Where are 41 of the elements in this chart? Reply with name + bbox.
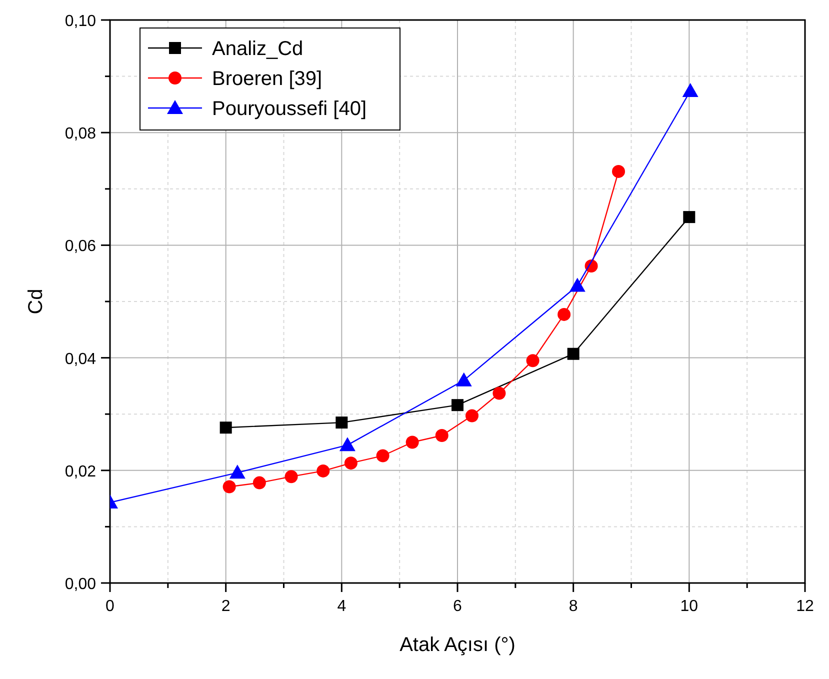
y-tick-label: 0,02 [64, 463, 96, 480]
point [336, 416, 348, 429]
point [456, 372, 472, 386]
point [229, 464, 246, 479]
legend-label: Broeren [39] [212, 68, 322, 90]
x-tick-label: 12 [796, 598, 814, 615]
y-tick-label: 0,08 [64, 126, 96, 143]
point [526, 354, 540, 368]
point [220, 422, 232, 434]
y-tick-label: 0,10 [64, 13, 96, 30]
point [376, 449, 390, 462]
x-tick-label: 2 [221, 598, 230, 615]
point [612, 164, 626, 178]
point [435, 428, 448, 442]
y-tick-label: 0,00 [64, 576, 96, 593]
y-axis-title: Cd [25, 288, 47, 314]
point [492, 386, 506, 400]
point [222, 480, 236, 494]
point [558, 308, 571, 321]
point [252, 476, 266, 490]
point [316, 464, 330, 478]
legend-label: Analiz_Cd [212, 38, 304, 60]
point [682, 82, 698, 97]
point [452, 399, 464, 412]
point [569, 278, 586, 292]
legend-label: Pouryoussefi [40] [212, 98, 367, 120]
y-tick-label: 0,06 [64, 238, 96, 256]
point [344, 456, 358, 470]
y-tick-label: 0,04 [64, 350, 96, 368]
point [683, 211, 696, 224]
x-tick-label: 10 [680, 598, 698, 615]
x-tick-label: 0 [106, 598, 115, 615]
x-tick-label: 8 [568, 598, 578, 615]
point [406, 436, 419, 449]
x-tick-label: 4 [337, 598, 346, 615]
point [465, 409, 478, 422]
point [339, 437, 356, 452]
point [284, 470, 298, 484]
point [567, 348, 580, 360]
x-tick-label: 6 [453, 598, 462, 615]
x-axis-title: Atak Açısı (°) [400, 634, 516, 656]
